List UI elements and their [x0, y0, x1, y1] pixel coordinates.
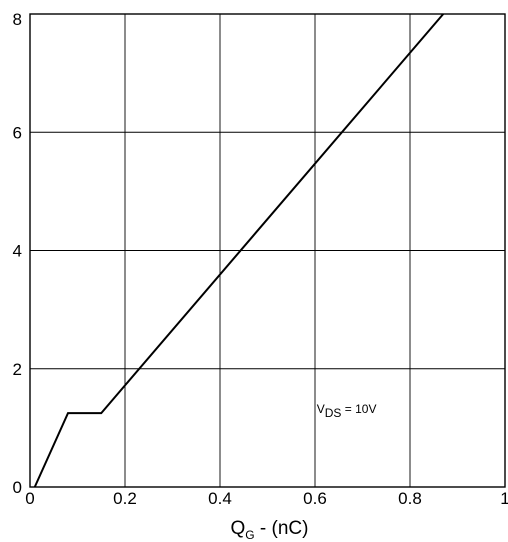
x-tick-label: 0.8: [398, 489, 422, 508]
vds-annotation: VDS = 10V: [317, 402, 377, 420]
x-tick-label: 0: [25, 489, 34, 508]
x-tick-label: 0.2: [113, 489, 137, 508]
y-tick-label: 0: [13, 478, 22, 497]
x-tick-label: 0.6: [303, 489, 327, 508]
grid-lines: [30, 14, 505, 487]
y-tick-label: 4: [13, 242, 22, 261]
y-tick-labels: 0 2 4 6 8: [13, 10, 22, 497]
y-tick-label: 6: [13, 123, 22, 142]
series-line-0: [33, 13, 445, 488]
series-layer: [33, 13, 445, 488]
y-tick-label: 2: [13, 360, 22, 379]
y-tick-label: 8: [13, 10, 22, 29]
x-tick-label: 0.4: [208, 489, 232, 508]
x-axis-label: QG - (nC): [231, 518, 309, 542]
plot-frame: [29, 13, 506, 488]
x-tick-label: 1: [500, 489, 508, 508]
x-tick-labels: 0 0.2 0.4 0.6 0.8 1: [25, 489, 508, 508]
